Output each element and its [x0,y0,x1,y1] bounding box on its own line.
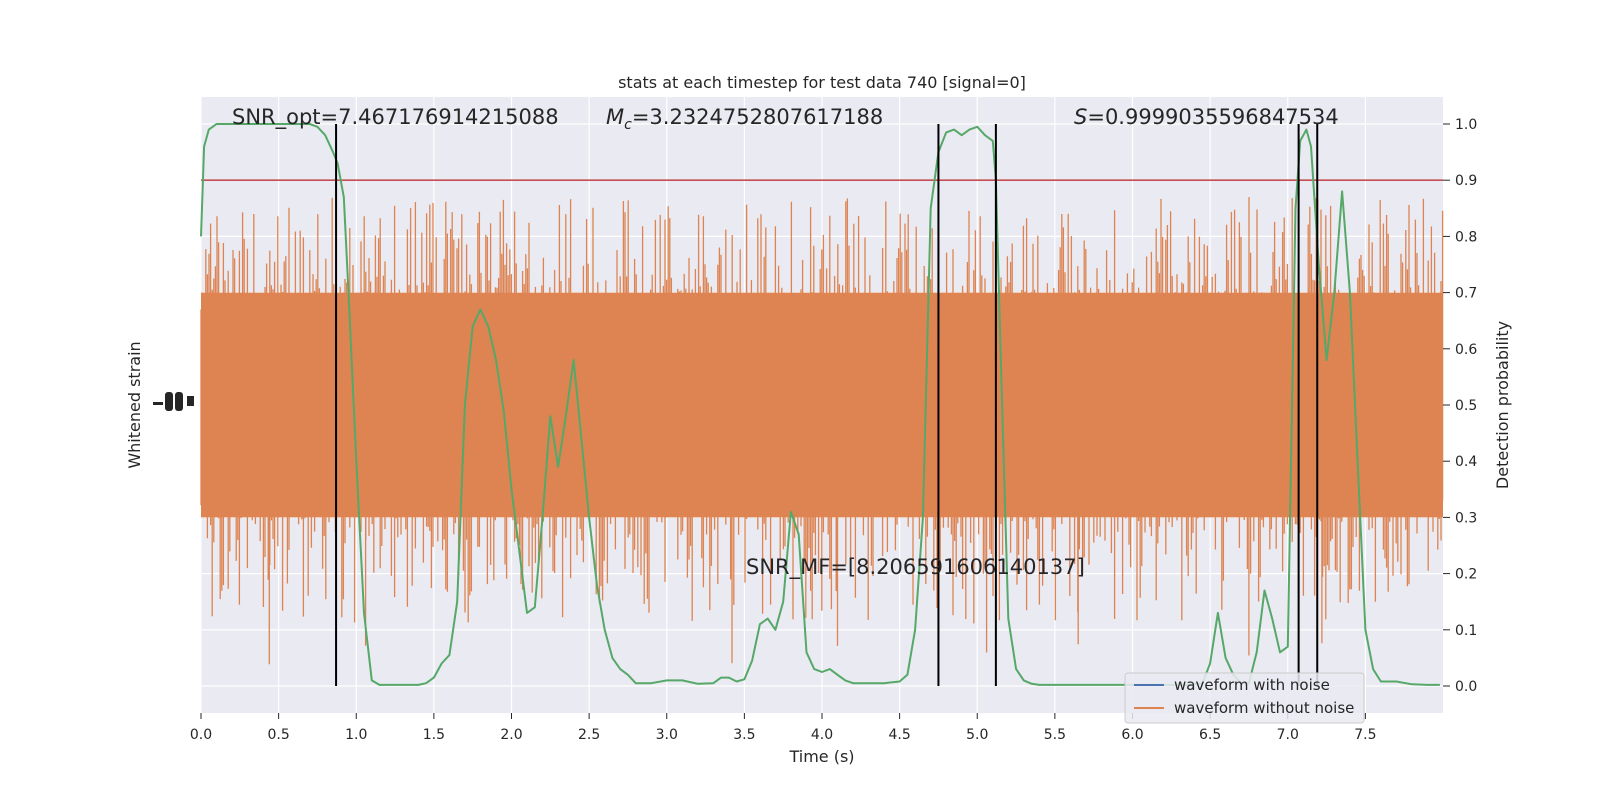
chirp-mass-annotation: Mc=3.2324752807617188 [606,105,883,133]
x-tick-label: 0.5 [267,727,289,743]
y-tick-label-right: 0.3 [1455,510,1477,526]
x-tick-label: 7.0 [1277,727,1299,743]
chirp-mass-symbol: M [606,105,624,129]
x-tick-label: 5.5 [1044,727,1066,743]
chirp-mass-subscript: c [624,117,632,133]
legend-label-without-noise: waveform without noise [1174,699,1354,717]
y-tick-label-right: 0.1 [1455,623,1477,639]
s-annotation: S=0.9999035596847534 [1074,105,1339,129]
y-tick-label-right: 0.8 [1455,229,1477,245]
x-tick-label: 3.0 [656,727,678,743]
x-tick-label: 4.0 [811,727,833,743]
y-tick-label-right: 1.0 [1455,117,1477,133]
s-value: =0.9999035596847534 [1087,105,1338,129]
axes: 0.0 0.5 1.0 1.5 2.0 2.5 3.0 3.5 4.0 4.5 5.0 5.5 6.0 6… [190,117,1477,743]
y-tick-label-right: 0.4 [1455,454,1477,470]
detection-boundary-lines [335,124,1319,686]
chart-title: stats at each timestep for test data 740… [618,73,1026,92]
y-axis-label-left: Whitened strain [125,341,144,468]
x-tick-label: 5.0 [966,727,988,743]
x-tick-label: 6.5 [1199,727,1221,743]
legend: waveform with noise waveform without noi… [1124,672,1365,724]
y-tick-label-right: 0.7 [1455,286,1477,302]
s-symbol: S [1074,105,1087,129]
x-axis-label: Time (s) [788,747,854,766]
x-tick-label: 3.5 [733,727,755,743]
y-tick-label-right: 0.5 [1455,398,1477,414]
legend-label-with-noise: waveform with noise [1174,676,1330,694]
snr-mf-annotation: SNR_MF=[8.206591606140137] [746,555,1085,580]
x-tick-label: 6.0 [1121,727,1143,743]
snr-opt-annotation: SNR_opt=7.467176914215088 [232,105,559,130]
left-axis-tick-cluster [153,392,194,411]
x-tick-label: 2.5 [578,727,600,743]
x-tick-label: 2.0 [500,727,522,743]
y-tick-label-right: 0.6 [1455,342,1477,358]
noise-trace [200,197,1444,665]
x-tick-label: 1.0 [345,727,367,743]
y-tick-label-right: 0.0 [1455,679,1477,695]
x-tick-label: 1.5 [423,727,445,743]
x-tick-label: 0.0 [190,727,212,743]
legend-box [1124,672,1365,724]
x-tick-label: 7.5 [1354,727,1376,743]
y-tick-label-right: 0.2 [1455,567,1477,583]
noise-waveform [200,197,1444,665]
y-tick-label-right: 0.9 [1455,173,1477,189]
x-tick-label: 4.5 [888,727,910,743]
chirp-mass-value: =3.2324752807617188 [632,105,883,129]
y-axis-label-right: Detection probability [1493,321,1512,489]
